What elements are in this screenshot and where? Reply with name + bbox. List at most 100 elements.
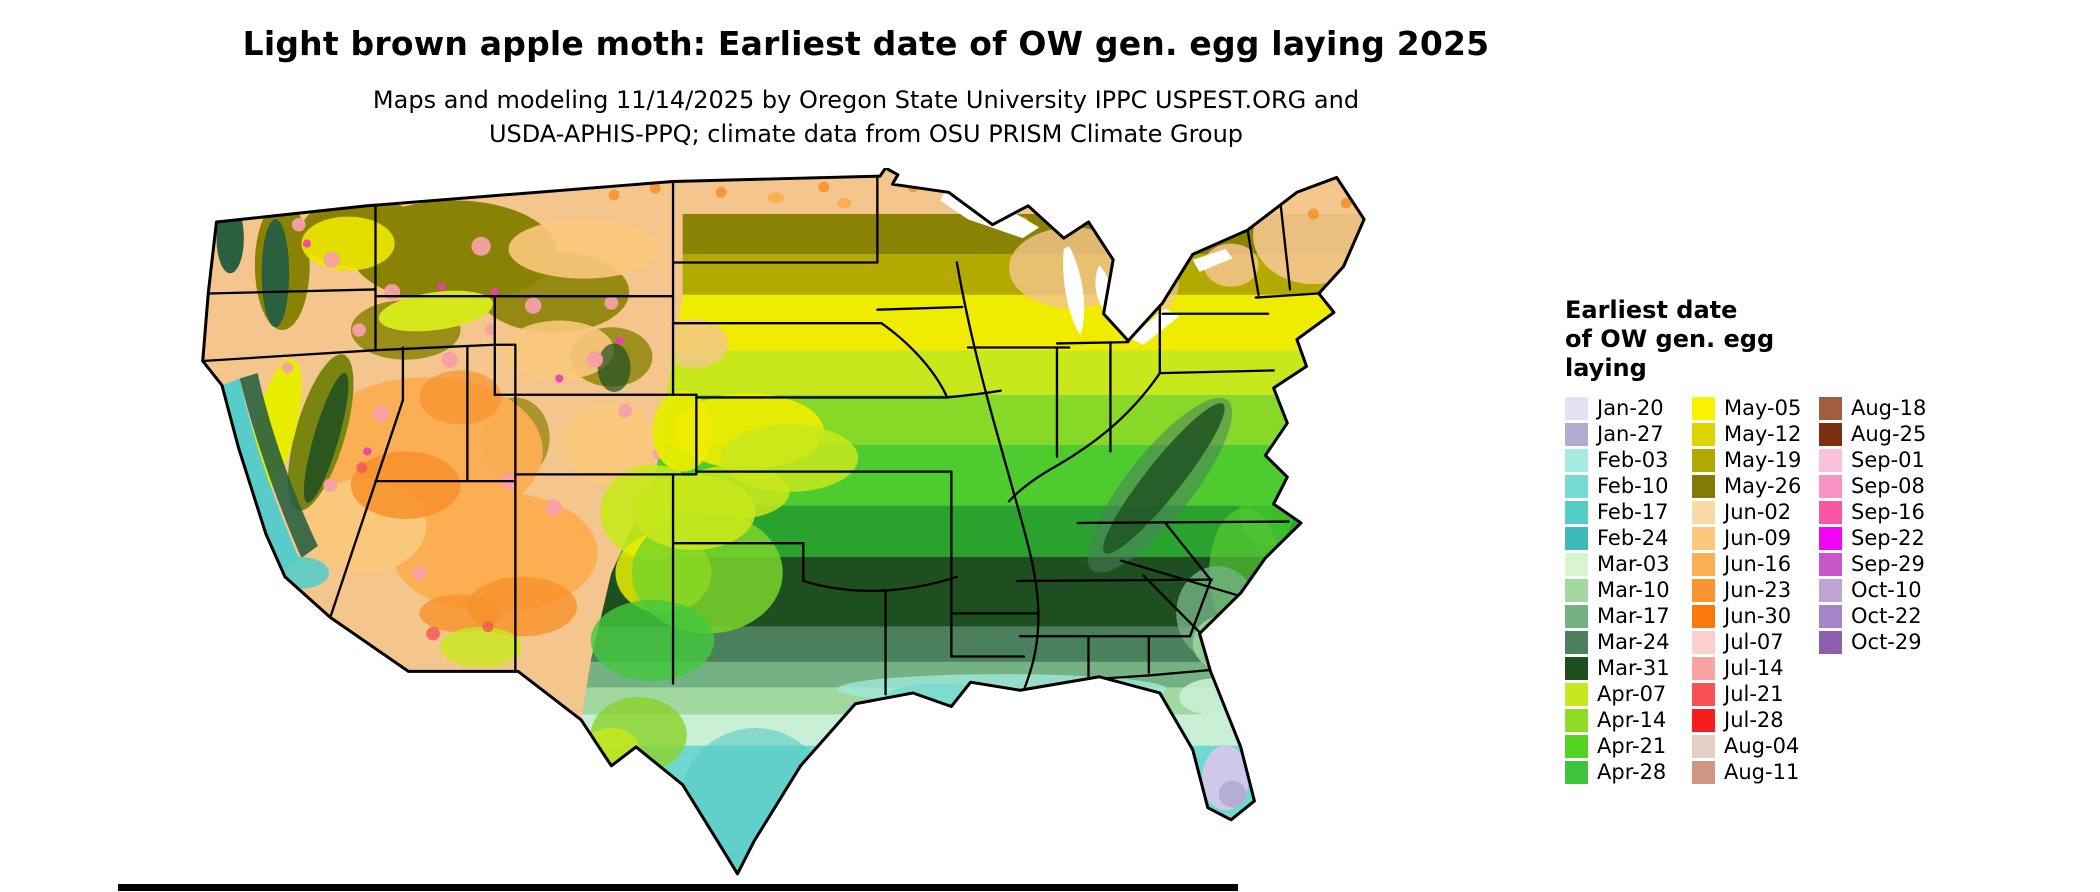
legend-entry: Sep-22 (1819, 525, 1939, 551)
page-subtitle: Maps and modeling 11/14/2025 by Oregon S… (0, 83, 1732, 151)
legend-entry: Jun-09 (1692, 525, 1819, 551)
legend-swatch (1819, 422, 1842, 446)
legend-entry: Apr-14 (1565, 707, 1692, 733)
legend-label: Jun-09 (1724, 526, 1792, 550)
legend-label: Jul-14 (1724, 656, 1784, 680)
map-frame-bottom (118, 884, 1238, 891)
legend-entry: Jan-20 (1565, 395, 1692, 421)
legend-entry: Jul-21 (1692, 681, 1819, 707)
legend-swatch (1692, 604, 1715, 628)
legend-label: Sep-08 (1851, 474, 1925, 498)
legend-swatch (1692, 708, 1715, 732)
legend-label: Sep-29 (1851, 552, 1925, 576)
legend-label: Sep-22 (1851, 526, 1925, 550)
legend-entry: Apr-21 (1565, 733, 1692, 759)
legend-swatch (1565, 474, 1588, 498)
legend-title-line-1: Earliest date (1565, 296, 1738, 324)
legend-swatch (1565, 448, 1588, 472)
legend-title-line-2: of OW gen. egg (1565, 325, 1775, 353)
legend-label: May-12 (1724, 422, 1802, 446)
legend-swatch (1692, 734, 1715, 758)
legend-entry: Jun-23 (1692, 577, 1819, 603)
legend-label: Aug-25 (1851, 422, 1927, 446)
legend-entry: Feb-24 (1565, 525, 1692, 551)
legend-entry: Apr-28 (1565, 759, 1692, 785)
legend-entry: Oct-10 (1819, 577, 1939, 603)
legend-label: Mar-31 (1597, 656, 1670, 680)
legend-label: Feb-03 (1597, 448, 1669, 472)
header: Light brown apple moth: Earliest date of… (0, 24, 1732, 151)
legend-label: Aug-04 (1724, 734, 1800, 758)
legend-swatch (1819, 578, 1842, 602)
legend-swatch (1565, 682, 1588, 706)
legend-entry: Aug-04 (1692, 733, 1819, 759)
legend-label: Jul-28 (1724, 708, 1784, 732)
legend-swatch (1565, 422, 1588, 446)
legend-swatch (1819, 526, 1842, 550)
legend-entry: Jan-27 (1565, 421, 1692, 447)
legend-entry: Feb-17 (1565, 499, 1692, 525)
legend-label: Jan-27 (1597, 422, 1664, 446)
legend-label: Oct-29 (1851, 630, 1922, 654)
legend-label: Feb-10 (1597, 474, 1669, 498)
legend-swatch (1565, 526, 1588, 550)
legend-swatch (1692, 552, 1715, 576)
legend-label: Mar-17 (1597, 604, 1670, 628)
legend-label: Sep-16 (1851, 500, 1925, 524)
legend-entry: Sep-16 (1819, 499, 1939, 525)
legend: Earliest date of OW gen. egg laying Jan-… (1565, 296, 1939, 785)
legend-entry: Aug-11 (1692, 759, 1819, 785)
legend-entry: Mar-17 (1565, 603, 1692, 629)
legend-entry: Mar-03 (1565, 551, 1692, 577)
legend-label: Feb-24 (1597, 526, 1669, 550)
legend-label: Apr-14 (1597, 708, 1667, 732)
legend-label: Jul-07 (1724, 630, 1784, 654)
subtitle-line-1: Maps and modeling 11/14/2025 by Oregon S… (372, 86, 1360, 114)
legend-swatch (1692, 760, 1715, 784)
legend-entry: Sep-08 (1819, 473, 1939, 499)
legend-entry: Apr-07 (1565, 681, 1692, 707)
legend-swatch (1565, 552, 1588, 576)
legend-entry: Oct-22 (1819, 603, 1939, 629)
legend-label: May-26 (1724, 474, 1802, 498)
legend-swatch (1692, 656, 1715, 680)
legend-entry: Sep-29 (1819, 551, 1939, 577)
us-map (201, 168, 1366, 876)
legend-label: Jun-02 (1724, 500, 1792, 524)
legend-swatch (1819, 396, 1842, 420)
legend-label: Mar-24 (1597, 630, 1670, 654)
legend-label: Sep-01 (1851, 448, 1925, 472)
legend-label: Jul-21 (1724, 682, 1784, 706)
legend-entry: May-12 (1692, 421, 1819, 447)
legend-swatch (1565, 396, 1588, 420)
legend-swatch (1692, 448, 1715, 472)
legend-swatch (1565, 760, 1588, 784)
legend-entry: Sep-01 (1819, 447, 1939, 473)
legend-label: Jun-30 (1724, 604, 1792, 628)
legend-swatch (1565, 500, 1588, 524)
legend-label: Jan-20 (1597, 396, 1664, 420)
legend-entry: Jun-16 (1692, 551, 1819, 577)
legend-entry: Jun-02 (1692, 499, 1819, 525)
legend-label: Oct-10 (1851, 578, 1922, 602)
legend-swatch (1692, 682, 1715, 706)
legend-entry: Jul-07 (1692, 629, 1819, 655)
legend-entry: Oct-29 (1819, 629, 1939, 655)
legend-swatch (1819, 448, 1842, 472)
legend-entry: Mar-31 (1565, 655, 1692, 681)
legend-label: Aug-11 (1724, 760, 1800, 784)
legend-swatch (1692, 630, 1715, 654)
legend-entry: Mar-10 (1565, 577, 1692, 603)
legend-label: Aug-18 (1851, 396, 1927, 420)
legend-swatch (1819, 630, 1842, 654)
legend-swatch (1819, 552, 1842, 576)
legend-column: Aug-18 Aug-25 Sep-01 Sep-08 Sep-16 Sep-22 Sep-… (1819, 395, 1939, 785)
map-container (200, 168, 1530, 890)
legend-column: Jan-20 Jan-27 Feb-03 Feb-10 Feb-17 Feb-24 Mar-… (1565, 395, 1692, 785)
legend-entry: Aug-25 (1819, 421, 1939, 447)
legend-swatch (1692, 474, 1715, 498)
legend-label: Feb-17 (1597, 500, 1669, 524)
legend-swatch (1692, 526, 1715, 550)
legend-title-line-3: laying (1565, 354, 1647, 382)
